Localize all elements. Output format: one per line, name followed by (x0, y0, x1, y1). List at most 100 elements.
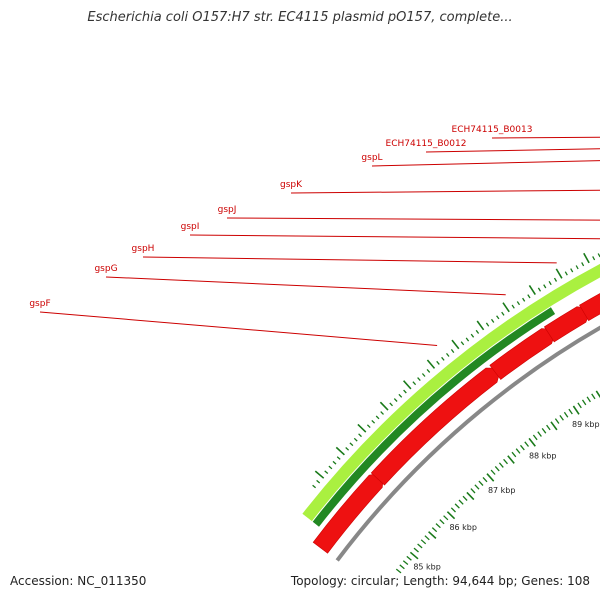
outer-tick (445, 352, 450, 357)
outer-tick (349, 442, 354, 447)
outer-tick (389, 402, 393, 407)
outer-tick (336, 456, 341, 460)
topology-summary: Topology: circular; Length: 94,644 bp; G… (290, 574, 590, 588)
scale-tick (532, 434, 538, 441)
outer-tick (358, 433, 362, 438)
gene-callout-line (142, 256, 557, 264)
outer-tick (475, 329, 480, 334)
outer-tick (460, 341, 465, 346)
backbone-arc (335, 325, 600, 562)
scale-tick (595, 390, 600, 399)
outer-tick (312, 484, 317, 489)
outer-tick (375, 415, 380, 420)
kbp-label-85: 85 kbp (413, 563, 441, 572)
outer-tick (570, 268, 574, 273)
scale-tick (420, 539, 427, 545)
scale-tick (466, 491, 475, 501)
outer-tick (403, 389, 407, 394)
gene-callout-line (371, 160, 600, 167)
scale-tick (439, 519, 445, 525)
scale-tick (428, 531, 437, 539)
scale-tick (550, 421, 558, 431)
scale-tick (406, 555, 412, 561)
scale-tick (413, 547, 419, 553)
outer-tick (501, 311, 505, 316)
outer-tick (537, 287, 542, 292)
gene-label-gspi: gspI (181, 222, 200, 232)
outer-tick (516, 301, 521, 306)
scale-tick (446, 511, 456, 520)
scale-tick (409, 551, 419, 560)
scale-tick (402, 560, 409, 566)
outer-tick (426, 359, 436, 369)
scale-tick (435, 523, 441, 529)
scale-tick (417, 543, 423, 549)
scale-tick (478, 480, 484, 486)
scale-tick (537, 431, 542, 437)
outer-tick (380, 411, 384, 415)
scale-tick (541, 428, 547, 434)
outer-tick (548, 280, 552, 286)
outer-tick (357, 423, 367, 433)
outer-tick (527, 294, 531, 299)
scale-tick (591, 393, 596, 400)
scale-tick (395, 568, 402, 574)
scale-tick (563, 411, 569, 418)
outer-tick (393, 398, 398, 402)
kbp-label-89: 89 kbp (572, 420, 600, 429)
outer-tick (417, 377, 421, 382)
dark-green-band (312, 307, 556, 527)
accession-text: Accession: NC_011350 (10, 574, 147, 588)
scale-tick (482, 476, 488, 483)
gene-callout-line (290, 189, 600, 194)
outer-tick (583, 252, 590, 264)
outer-tick (366, 424, 371, 429)
gene-label-gspj: gspJ (218, 205, 237, 215)
outer-tick (398, 393, 403, 398)
gene-label-gspg: gspG (94, 264, 117, 274)
kbp-label-87: 87 kbp (488, 486, 516, 495)
cds-arrow-5 (579, 293, 600, 322)
outer-tick (476, 320, 485, 331)
gene-callout-line (425, 148, 600, 153)
light-green-band (302, 263, 600, 522)
outer-tick (528, 284, 536, 296)
gene-callout-line (105, 276, 506, 296)
outer-tick (564, 271, 568, 276)
outer-tick (345, 447, 350, 451)
ring-layer (302, 263, 600, 562)
scale-tick (424, 535, 430, 541)
scale-tick (399, 564, 405, 570)
outer-tick (470, 333, 475, 338)
outer-tick (426, 368, 431, 373)
outer-tick (592, 256, 596, 261)
outer-tick (371, 419, 376, 424)
outer-tick (353, 437, 358, 442)
gene-label-gsph: gspH (132, 244, 155, 254)
outer-tick (581, 262, 585, 267)
outer-tick (490, 318, 495, 323)
outer-tick (441, 356, 445, 361)
scale-tick (511, 451, 517, 458)
gene-label-ech74115_b0012: ECH74115_B0012 (386, 139, 467, 149)
outer-tick (335, 446, 345, 456)
scale-tick (572, 405, 580, 415)
outer-tick (421, 373, 426, 377)
outer-tick (379, 401, 389, 411)
gene-label-gspl: gspL (361, 153, 382, 163)
outer-tick (332, 460, 337, 465)
outer-tick (496, 315, 500, 320)
outer-tick (575, 265, 579, 270)
scale-tick (450, 507, 456, 513)
gene-callout-line (39, 311, 438, 346)
scale-tick (581, 399, 587, 406)
outer-tick (436, 360, 440, 365)
tick-layer (312, 252, 600, 574)
gene-label-ech74115_b0013: ECH74115_B0013 (452, 125, 533, 135)
scale-tick (554, 418, 560, 424)
gene-callout-line (491, 136, 600, 139)
outer-tick (328, 465, 333, 470)
scale-tick (528, 437, 536, 447)
